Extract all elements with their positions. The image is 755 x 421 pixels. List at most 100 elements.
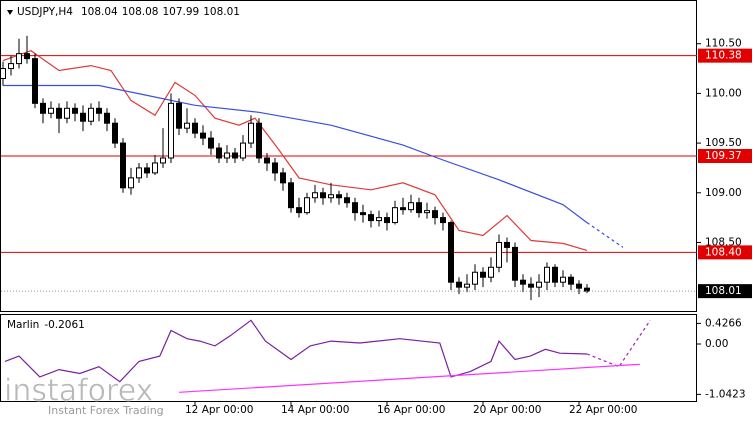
candle-body: [392, 207, 398, 224]
symbol: USDJPY,H4: [17, 6, 73, 18]
menu-icon: [7, 10, 13, 15]
line-series: [586, 222, 624, 248]
candle-body: [56, 107, 62, 119]
candle-body: [224, 152, 230, 159]
candle-body: [80, 112, 86, 122]
watermark-tagline: Instant Forex Trading: [48, 404, 164, 417]
candle-body: [192, 122, 198, 134]
candle-body: [112, 122, 118, 144]
y-tick-label: -1.0423: [705, 388, 746, 400]
candle-body: [40, 102, 46, 114]
candle-body: [272, 162, 278, 174]
candle-body: [128, 177, 134, 189]
candle-body: [440, 217, 446, 224]
line-series: [3, 84, 588, 224]
indicator-panel: [0, 314, 697, 402]
candle-body: [400, 207, 406, 211]
candle-body: [16, 53, 22, 65]
candle-body: [336, 194, 342, 199]
y-tick-label: 109.00: [705, 187, 742, 199]
candle-body: [328, 194, 334, 199]
last-low: 107.99: [162, 6, 199, 18]
indicator-value: -0.2061: [44, 319, 85, 331]
level-label-bg: [698, 149, 752, 163]
level-label-bg: [698, 48, 752, 63]
candle-body: [136, 167, 142, 179]
level-label: 109.37: [705, 150, 742, 162]
candle-body: [496, 241, 502, 268]
candle-body: [376, 217, 382, 222]
candle-body: [312, 192, 318, 199]
candle-body: [264, 157, 270, 164]
candle-body: [280, 172, 286, 184]
candle-body: [464, 283, 470, 288]
candle-body: [472, 271, 478, 285]
candle-body: [0, 68, 6, 79]
candle-body: [184, 122, 190, 129]
level-label: 108.40: [705, 246, 742, 258]
y-tick-label: 110.50: [705, 38, 742, 50]
candle-body: [576, 283, 582, 289]
x-tick-label: 20 Apr 00:00: [473, 404, 541, 416]
candle-body: [416, 202, 422, 214]
candle-body: [512, 246, 518, 281]
chart-title: USDJPY,H4 108.04 108.08 107.99 108.01: [17, 6, 240, 18]
candle-body: [48, 107, 54, 114]
candle-body: [456, 281, 462, 288]
last-open: 108.04: [81, 6, 118, 18]
candle-body: [320, 192, 326, 199]
candle-body: [176, 102, 182, 129]
line-series: [178, 363, 640, 393]
candle-body: [200, 132, 206, 139]
candle-body: [480, 271, 486, 278]
plot-area: 110.50110.00109.50109.00108.500.42660.00…: [0, 35, 752, 416]
candle-body: [344, 197, 350, 204]
candle-body: [360, 212, 366, 216]
candle-body: [72, 107, 78, 114]
candle-body: [24, 53, 30, 60]
candle-body: [32, 58, 38, 104]
candle-body: [368, 214, 374, 222]
candle-body: [64, 107, 70, 119]
candle-body: [240, 142, 246, 159]
candle-body: [552, 266, 558, 283]
y-tick-label: 109.50: [705, 137, 742, 149]
y-tick-label: 110.00: [705, 87, 742, 99]
candle-body: [104, 112, 110, 124]
candle-body: [568, 276, 574, 285]
candle-body: [248, 122, 254, 144]
candle-body: [408, 202, 414, 211]
candle-body: [168, 102, 174, 159]
candle-body: [216, 147, 222, 159]
candle-body: [560, 276, 566, 283]
candle-body: [384, 217, 390, 224]
level-label-bg: [698, 245, 752, 260]
candle-body: [304, 197, 310, 214]
candle-body: [544, 266, 550, 283]
candle-body: [144, 167, 150, 174]
candle-body: [8, 63, 14, 70]
level-label: 110.38: [705, 50, 742, 62]
price-label: 108.01: [705, 285, 742, 297]
candle-body: [160, 157, 166, 164]
candle-body: [488, 266, 494, 278]
last-close: 108.01: [203, 6, 240, 18]
candle-body: [424, 210, 430, 214]
line-series: [2, 50, 588, 251]
indicator-title: Marlin -0.2061: [7, 319, 85, 331]
candle-body: [288, 182, 294, 209]
x-tick-label: 12 Apr 00:00: [185, 404, 253, 416]
candle-body: [536, 281, 542, 288]
candle-body: [88, 107, 94, 122]
price-label-bg: [698, 284, 752, 299]
line-series: [4, 319, 588, 383]
candle-body: [520, 279, 526, 285]
x-tick-label: 14 Apr 00:00: [281, 404, 349, 416]
x-tick-label: 16 Apr 00:00: [377, 404, 445, 416]
candle-body: [120, 142, 126, 189]
candle-body: [256, 122, 262, 159]
candle-body: [96, 107, 102, 114]
candle-body: [432, 210, 438, 219]
